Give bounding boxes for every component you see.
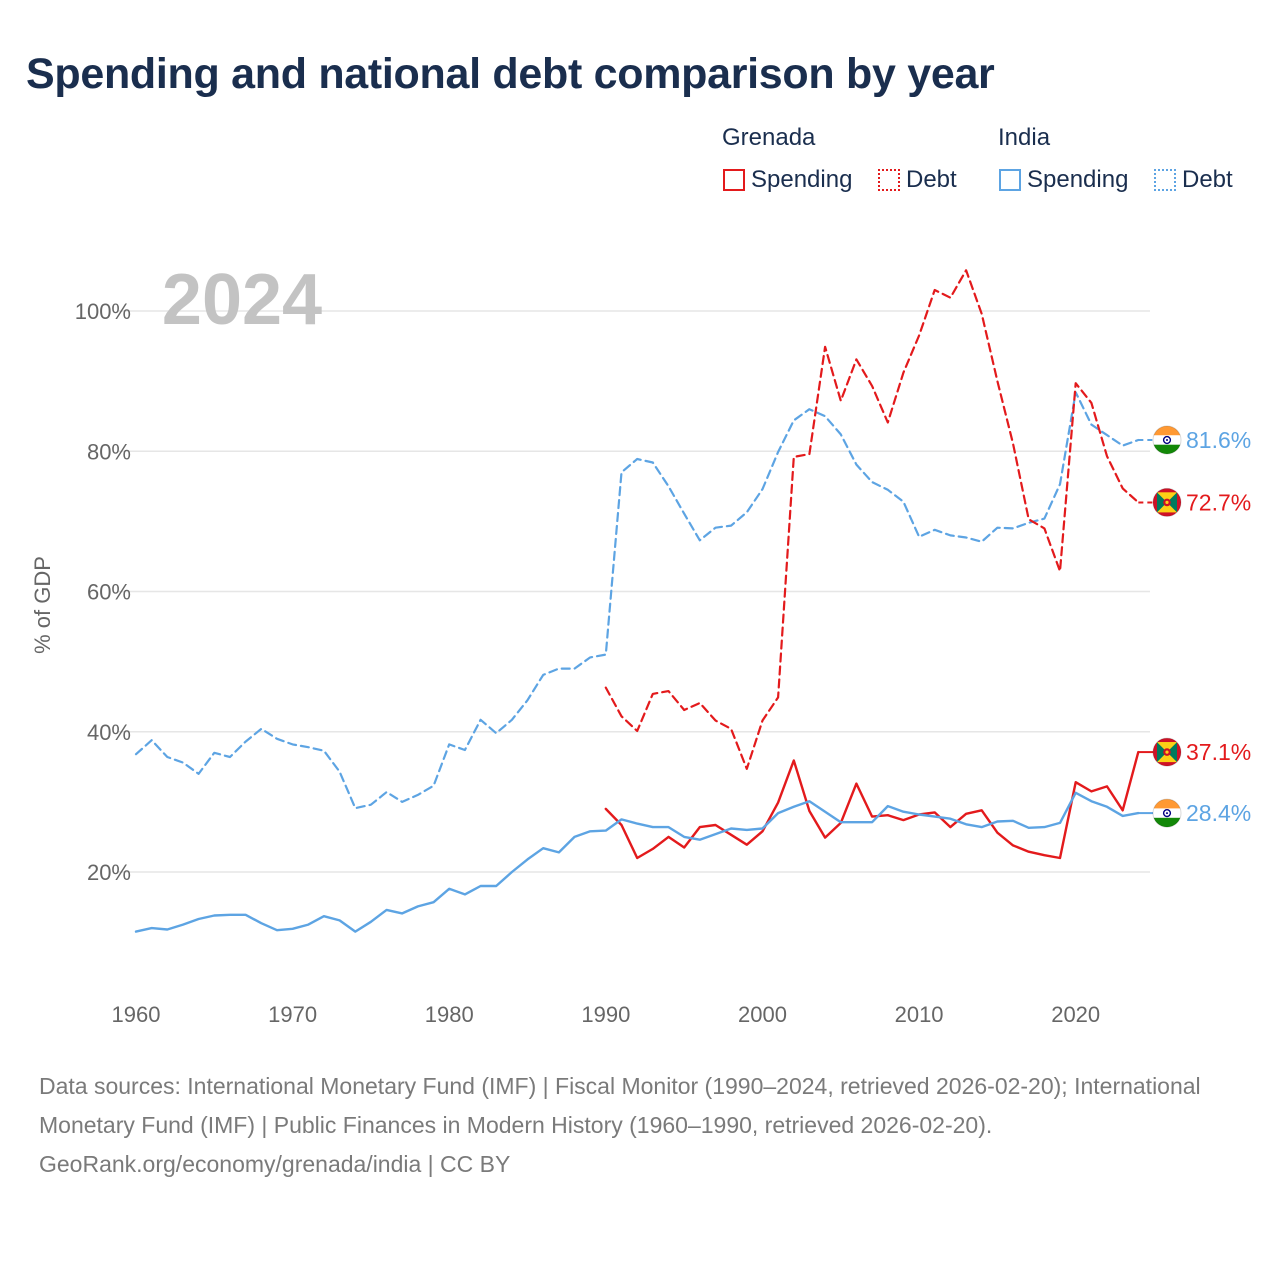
- year-watermark: 2024: [162, 260, 322, 340]
- x-tick-label: 1990: [581, 1002, 630, 1027]
- x-tick-label: 1960: [112, 1002, 161, 1027]
- legend-label: Spending: [751, 166, 853, 193]
- solid-line-swatch-icon: [999, 169, 1021, 191]
- y-axis-label: % of GDP: [30, 556, 55, 654]
- series-line-india-debt[interactable]: [134, 391, 1140, 810]
- y-tick-label: 60%: [87, 580, 131, 605]
- solid-line-swatch-icon: [723, 169, 745, 191]
- end-value-label: 37.1%: [1186, 739, 1251, 765]
- india-flag-icon: [1152, 425, 1182, 455]
- end-labels: 81.6% 72.7% 37.1% 28.4%: [1138, 425, 1251, 828]
- x-tick-label: 2010: [895, 1002, 944, 1027]
- legend-item-india-debt[interactable]: Debt: [1154, 166, 1233, 194]
- legend-group-india: India: [998, 124, 1051, 151]
- grenada-flag-icon: [1152, 737, 1182, 767]
- grenada-flag-icon: [1152, 487, 1182, 517]
- x-tick-label: 2000: [738, 1002, 787, 1027]
- legend-item-grenada-spending[interactable]: Spending: [723, 166, 852, 194]
- line-chart: 2024 % of GDP 20% 40% 60% 80% 100% 1960 1970 19…: [30, 260, 1251, 1027]
- y-tick-label: 40%: [87, 720, 131, 745]
- axes: % of GDP 20% 40% 60% 80% 100% 1960 1970 1980 199…: [30, 299, 1100, 1027]
- end-value-label: 28.4%: [1186, 800, 1251, 826]
- y-tick-label: 100%: [75, 299, 131, 324]
- x-tick-label: 1980: [425, 1002, 474, 1027]
- legend-group-grenada: Grenada: [722, 124, 816, 151]
- series: [134, 269, 1140, 933]
- credit-link[interactable]: GeoRank.org/economy/grenada/india | CC B…: [39, 1151, 511, 1177]
- end-value-label: 72.7%: [1186, 489, 1251, 515]
- data-sources: Data sources: International Monetary Fun…: [39, 1073, 1201, 1138]
- india-flag-icon: [1152, 798, 1182, 828]
- chart-title: Spending and national debt comparison by…: [26, 50, 995, 98]
- y-tick-label: 20%: [87, 860, 131, 885]
- footer: Data sources: International Monetary Fun…: [39, 1067, 1239, 1184]
- end-value-label: 81.6%: [1186, 427, 1251, 453]
- legend-item-grenada-debt[interactable]: Debt: [878, 166, 957, 194]
- x-tick-label: 1970: [268, 1002, 317, 1027]
- legend-label: Debt: [906, 166, 957, 193]
- y-tick-label: 80%: [87, 439, 131, 464]
- x-tick-label: 2020: [1051, 1002, 1100, 1027]
- dotted-line-swatch-icon: [1154, 169, 1176, 191]
- series-line-grenada-debt[interactable]: [604, 269, 1140, 770]
- legend-item-india-spending[interactable]: Spending: [999, 166, 1128, 194]
- legend-label: Debt: [1182, 166, 1233, 193]
- series-line-india-spending[interactable]: [134, 791, 1140, 933]
- dotted-line-swatch-icon: [878, 169, 900, 191]
- legend-label: Spending: [1027, 166, 1129, 193]
- gridlines: [118, 310, 1150, 873]
- series-line-grenada-spending[interactable]: [604, 750, 1140, 860]
